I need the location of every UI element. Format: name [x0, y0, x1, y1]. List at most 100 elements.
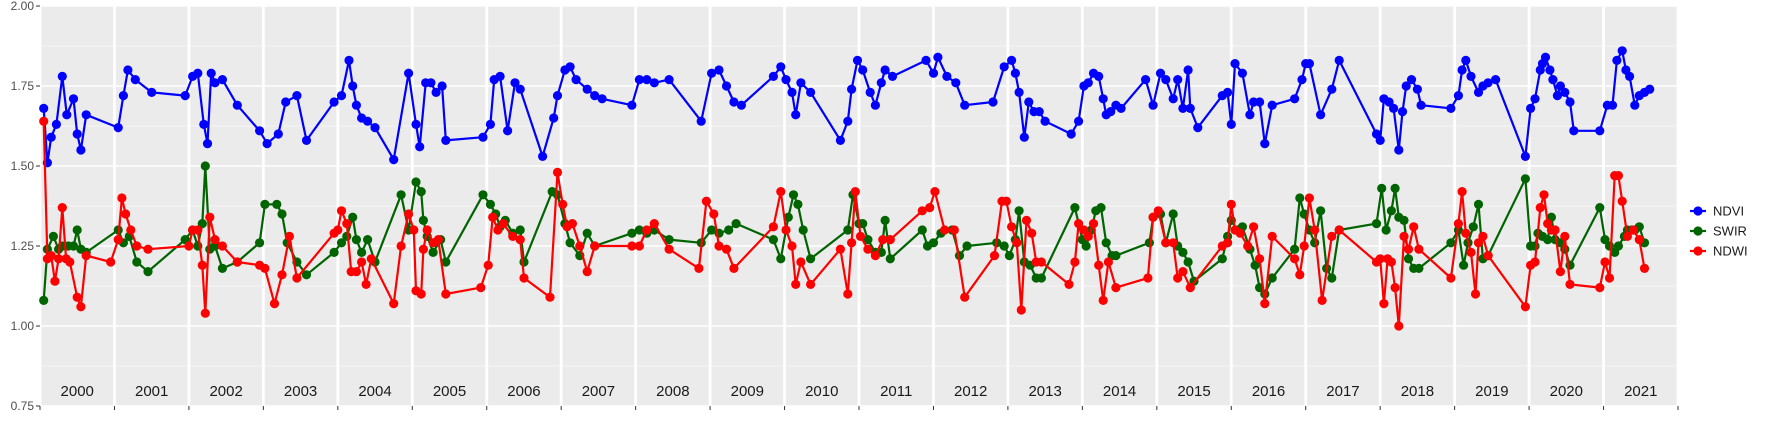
- data-point-ndvi: [538, 151, 548, 161]
- data-point-ndvi: [1645, 84, 1655, 94]
- y-tick-label: 1.00: [11, 319, 35, 333]
- data-point-ndwi: [1012, 238, 1022, 248]
- data-point-swir: [143, 267, 153, 277]
- data-point-swir: [301, 270, 312, 280]
- data-point-ndvi: [1612, 55, 1622, 65]
- data-point-ndwi: [292, 273, 302, 283]
- data-point-ndvi: [426, 78, 436, 88]
- data-point-swir: [1414, 263, 1424, 273]
- data-point-ndvi: [255, 126, 265, 136]
- data-point-ndwi: [1403, 244, 1414, 254]
- data-point-ndwi: [1235, 228, 1245, 238]
- data-point-ndwi: [1327, 231, 1337, 241]
- data-point-swir: [1036, 273, 1046, 283]
- data-point-swir: [1183, 257, 1193, 267]
- data-point-ndwi: [930, 187, 940, 197]
- data-point-ndwi: [57, 203, 67, 213]
- data-point-ndvi: [1148, 100, 1158, 110]
- data-point-ndvi: [273, 129, 283, 139]
- y-axis: 0.75 1.00 1.25 1.50 1.75 2.00: [11, 0, 40, 413]
- data-point-ndwi: [416, 289, 426, 299]
- data-point-ndvi: [865, 87, 875, 97]
- data-point-ndvi: [1290, 94, 1300, 104]
- year-label: 2005: [433, 383, 466, 400]
- data-point-swir: [565, 238, 575, 248]
- data-point-ndvi: [118, 91, 128, 101]
- data-point-ndwi: [1111, 283, 1121, 293]
- data-point-ndvi: [1491, 75, 1501, 85]
- data-point-swir: [783, 212, 793, 222]
- data-point-ndwi: [1310, 225, 1320, 235]
- data-point-swir: [1613, 241, 1623, 251]
- data-point-swir: [634, 225, 645, 235]
- legend-label-swir: SWIR: [1713, 224, 1747, 239]
- data-point-swir: [1070, 203, 1080, 213]
- data-point-ndvi: [1595, 126, 1605, 136]
- data-point-ndwi: [1070, 257, 1080, 267]
- data-point-ndwi: [1457, 187, 1467, 197]
- data-point-ndvi: [495, 71, 505, 81]
- data-point-ndvi: [46, 132, 56, 142]
- data-point-ndwi: [476, 283, 486, 293]
- data-point-ndwi: [776, 187, 786, 197]
- data-point-ndvi: [57, 71, 67, 81]
- data-point-ndvi: [835, 135, 846, 145]
- data-point-ndvi: [942, 71, 952, 81]
- data-point-ndwi: [960, 292, 970, 302]
- data-point-swir: [1377, 183, 1387, 193]
- data-point-ndwi: [357, 257, 367, 267]
- data-point-ndwi: [217, 241, 227, 251]
- data-point-ndwi: [940, 225, 950, 235]
- data-point-ndwi: [1334, 225, 1344, 235]
- data-point-ndwi: [232, 257, 242, 267]
- data-point-swir: [1081, 241, 1091, 251]
- data-point-ndwi: [1083, 231, 1093, 241]
- data-point-ndwi: [642, 225, 652, 235]
- data-point-ndvi: [1545, 65, 1555, 75]
- data-point-swir: [707, 225, 717, 235]
- data-point-ndwi: [582, 267, 592, 277]
- data-point-ndwi: [885, 235, 895, 245]
- data-point-ndwi: [1461, 228, 1471, 238]
- data-point-ndvi: [928, 68, 939, 78]
- data-point-ndvi: [1193, 123, 1203, 133]
- data-point-ndwi: [39, 116, 49, 126]
- data-point-ndvi: [582, 84, 592, 94]
- data-point-ndvi: [707, 68, 717, 78]
- data-point-ndvi: [988, 97, 998, 107]
- data-point-ndvi: [1255, 97, 1265, 107]
- year-label: 2012: [954, 383, 987, 400]
- data-point-ndvi: [776, 62, 786, 72]
- data-point-ndvi: [1007, 55, 1017, 65]
- year-label: 2000: [61, 383, 94, 400]
- data-point-ndwi: [1021, 215, 1032, 225]
- data-point-ndwi: [949, 225, 959, 235]
- data-point-ndvi: [1304, 59, 1314, 69]
- data-point-ndwi: [81, 251, 91, 261]
- data-point-ndwi: [1036, 257, 1046, 267]
- data-point-ndvi: [870, 100, 881, 110]
- data-point-swir: [1371, 219, 1382, 229]
- data-point-ndvi: [1473, 87, 1484, 97]
- data-point-ndwi: [132, 241, 142, 251]
- data-point-ndwi: [361, 279, 371, 289]
- data-point-ndvi: [1098, 94, 1108, 104]
- data-point-swir: [411, 177, 421, 187]
- data-point-ndwi: [121, 209, 131, 219]
- data-point-ndwi: [709, 209, 719, 219]
- data-point-ndvi: [787, 87, 797, 97]
- year-label: 2003: [284, 383, 317, 400]
- data-point-ndvi: [1446, 103, 1456, 113]
- data-point-ndvi: [847, 84, 857, 94]
- data-point-ndwi: [634, 241, 645, 251]
- data-point-ndvi: [565, 62, 575, 72]
- data-point-ndwi: [1622, 231, 1632, 241]
- data-point-ndvi: [1569, 126, 1579, 136]
- data-point-ndwi: [1299, 241, 1309, 251]
- data-point-ndwi: [1290, 254, 1300, 264]
- data-point-ndvi: [1483, 78, 1493, 88]
- data-point-ndvi: [1226, 119, 1236, 129]
- data-point-ndwi: [1560, 231, 1570, 241]
- data-point-swir: [1520, 174, 1530, 184]
- data-point-swir: [999, 241, 1009, 251]
